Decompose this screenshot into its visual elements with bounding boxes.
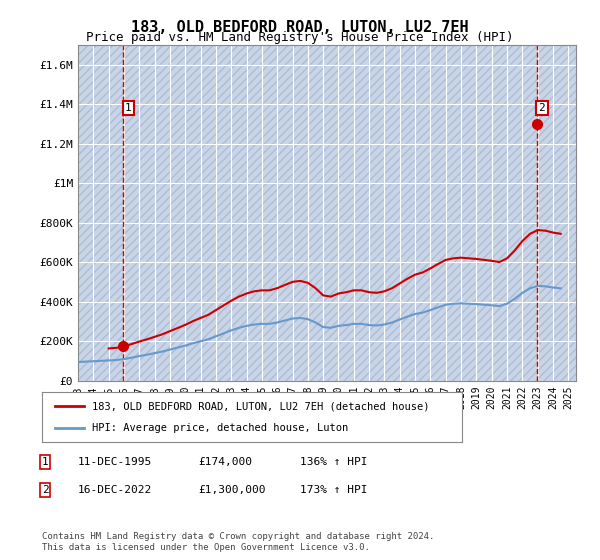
Text: Price paid vs. HM Land Registry's House Price Index (HPI): Price paid vs. HM Land Registry's House …	[86, 31, 514, 44]
Text: 2: 2	[42, 485, 49, 495]
Text: 1: 1	[42, 457, 49, 467]
Text: 173% ↑ HPI: 173% ↑ HPI	[300, 485, 367, 495]
Text: 2: 2	[539, 103, 545, 113]
Text: Contains HM Land Registry data © Crown copyright and database right 2024.
This d: Contains HM Land Registry data © Crown c…	[42, 532, 434, 552]
Text: 16-DEC-2022: 16-DEC-2022	[78, 485, 152, 495]
Text: 1: 1	[125, 103, 131, 113]
Text: 136% ↑ HPI: 136% ↑ HPI	[300, 457, 367, 467]
Text: HPI: Average price, detached house, Luton: HPI: Average price, detached house, Luto…	[92, 423, 349, 433]
Text: 183, OLD BEDFORD ROAD, LUTON, LU2 7EH: 183, OLD BEDFORD ROAD, LUTON, LU2 7EH	[131, 20, 469, 35]
Text: 11-DEC-1995: 11-DEC-1995	[78, 457, 152, 467]
Text: £174,000: £174,000	[198, 457, 252, 467]
Text: 183, OLD BEDFORD ROAD, LUTON, LU2 7EH (detached house): 183, OLD BEDFORD ROAD, LUTON, LU2 7EH (d…	[92, 401, 430, 411]
Text: £1,300,000: £1,300,000	[198, 485, 265, 495]
